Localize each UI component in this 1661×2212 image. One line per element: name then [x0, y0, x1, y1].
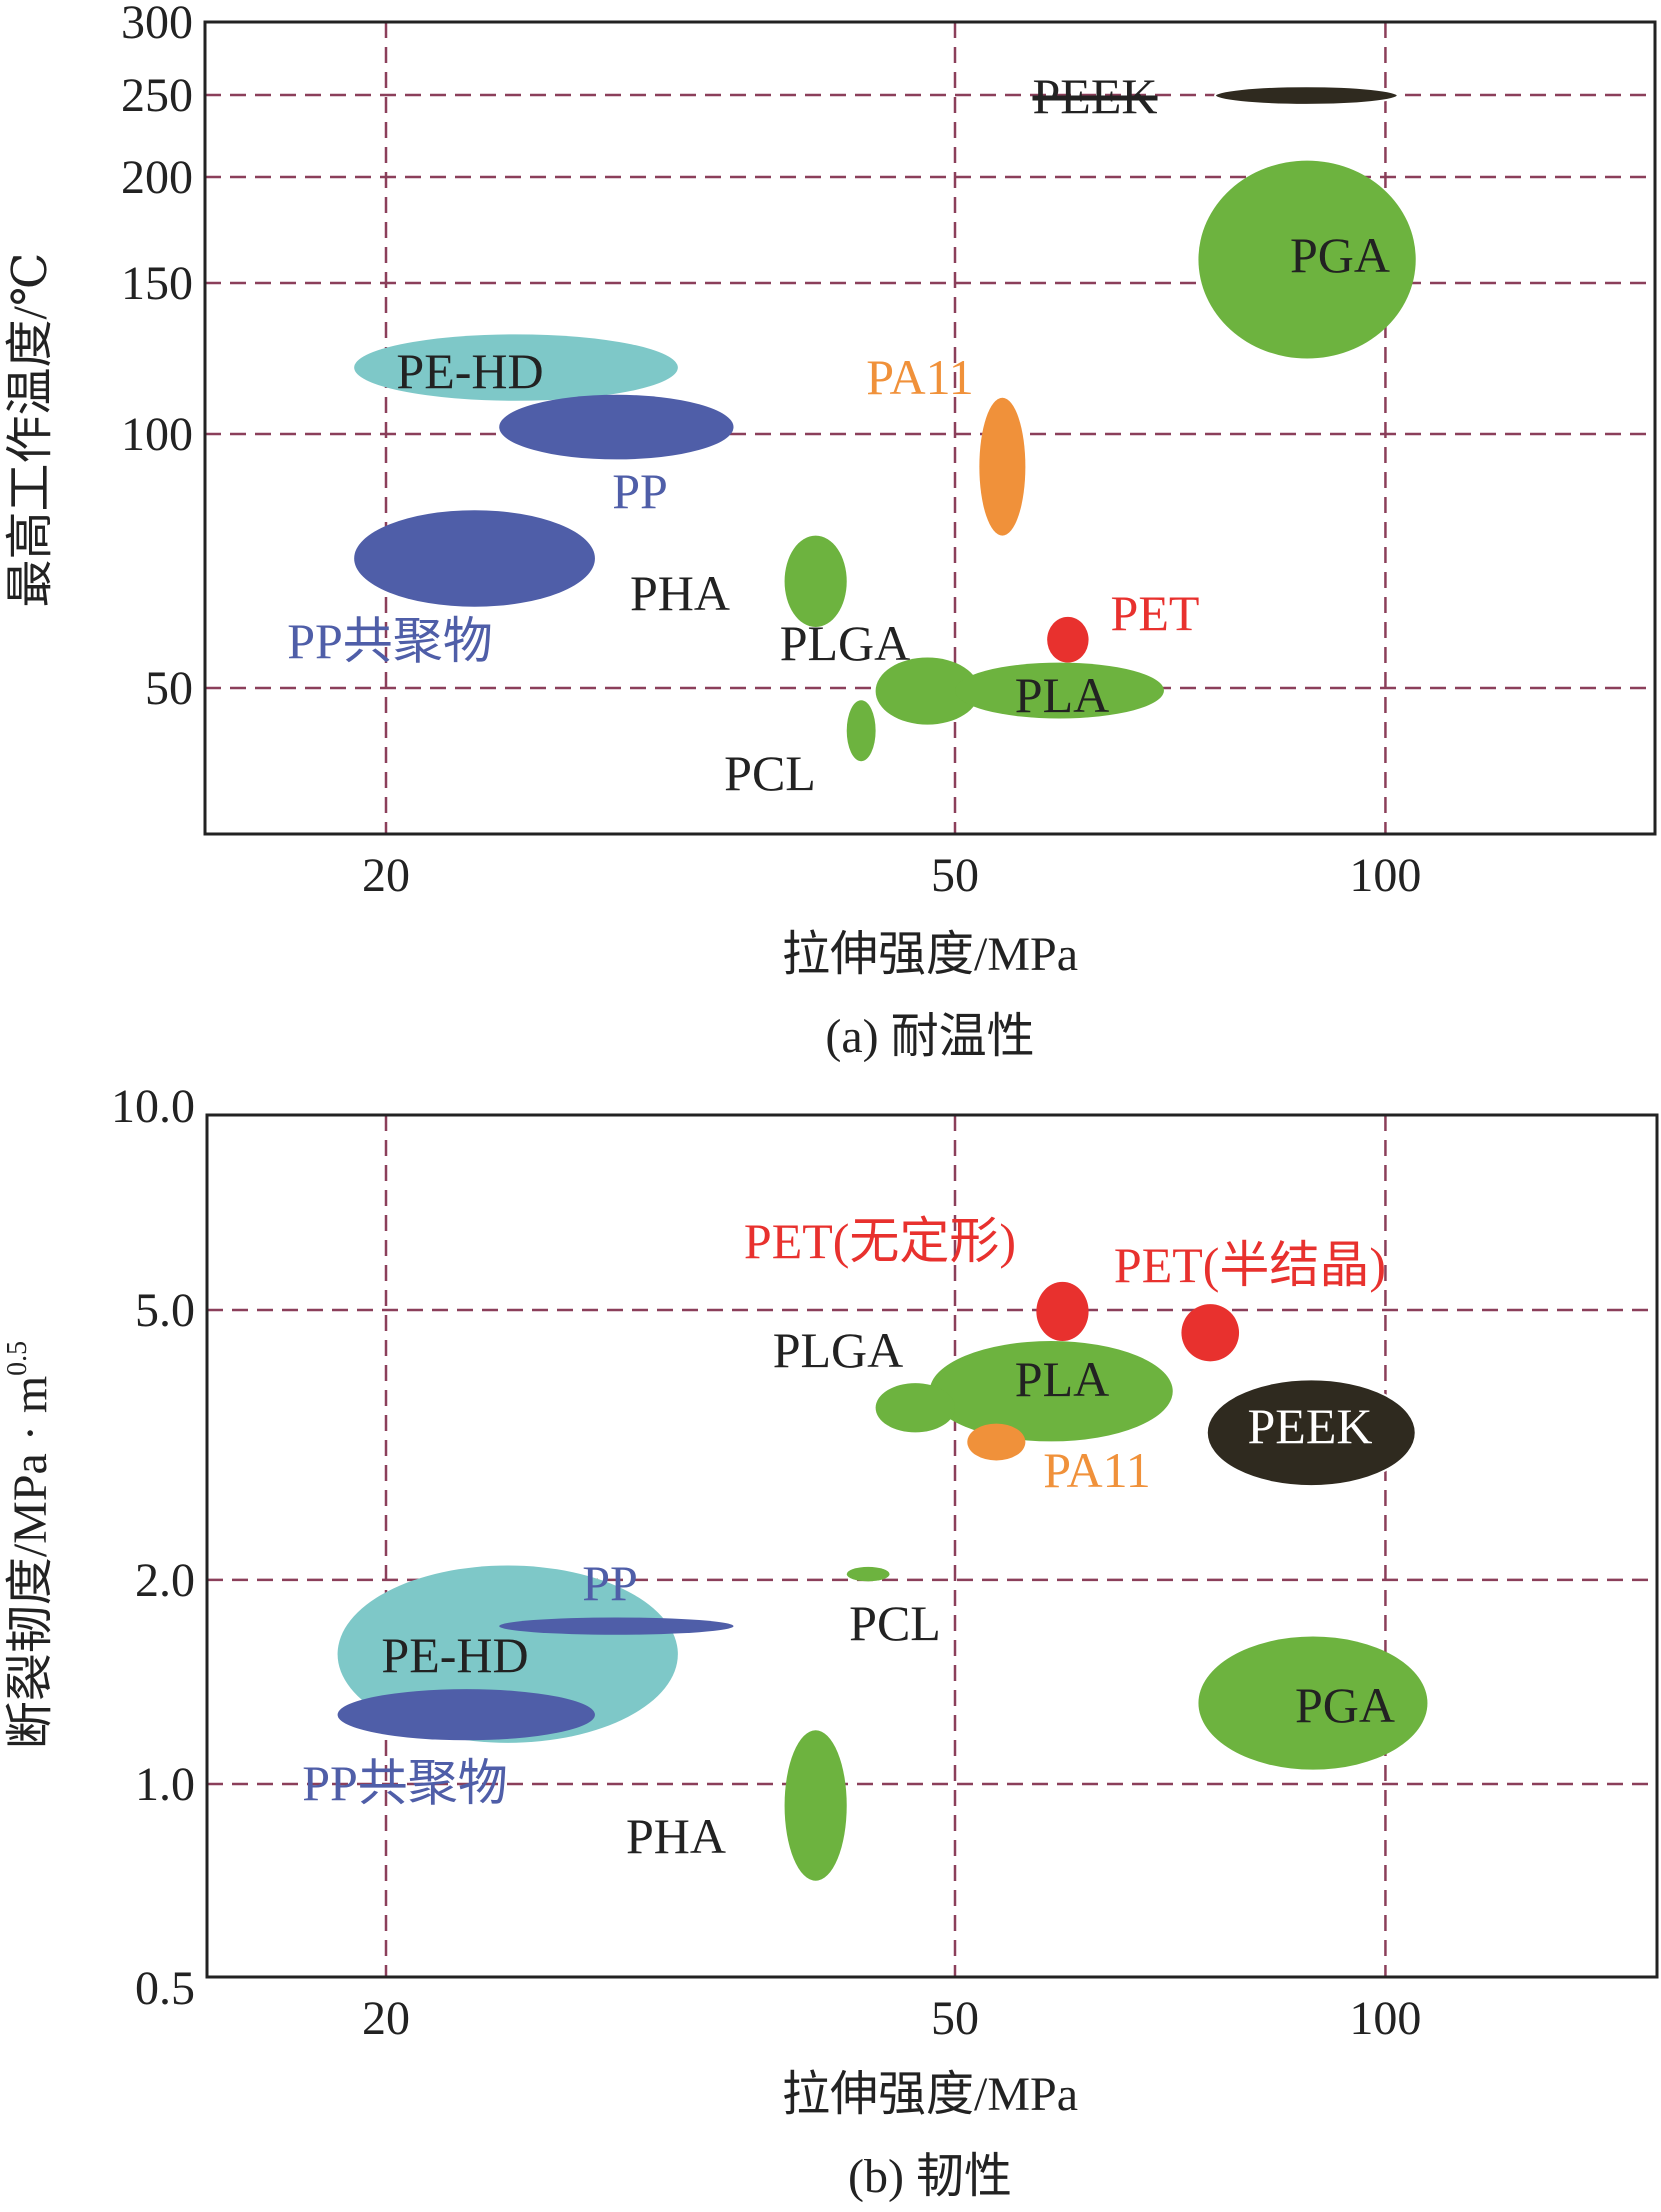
- region-label-pe-hd: PE-HD: [381, 1627, 528, 1683]
- svg-text:断裂韧度/MPa · m0.5: 断裂韧度/MPa · m0.5: [2, 1341, 57, 1749]
- region-label-pet无定形: PET(无定形): [744, 1213, 1016, 1269]
- y-tick-label: 100: [121, 408, 193, 461]
- region-label-plga: PLGA: [780, 615, 911, 671]
- region-label-pga: PGA: [1295, 1677, 1395, 1733]
- region-plga: [875, 657, 980, 725]
- region-peek: [1205, 1378, 1417, 1488]
- y-tick-label: 5.0: [135, 1284, 195, 1337]
- region-label-peek: PEEK: [1033, 68, 1158, 124]
- region-pha: [784, 1730, 847, 1881]
- region-pa11: [967, 1423, 1026, 1461]
- x-tick-label: 20: [362, 849, 410, 902]
- x-tick-label: 100: [1349, 1992, 1421, 2045]
- region-label-pcl: PCL: [724, 745, 816, 801]
- panel-a-heat-resistance: 300 250 200 150 100 50 20 50 100 PEEK PGA PE-HD PP…: [4, 0, 1657, 1063]
- region-pet: [1047, 616, 1089, 663]
- panel-b-x-tick-labels: 20 50 100: [362, 1992, 1421, 2045]
- panel-b-gridlines: [207, 1115, 1657, 1977]
- region-pcl: [846, 700, 876, 762]
- region-pa11: [979, 397, 1026, 536]
- region-label-pa11: PA11: [866, 349, 973, 405]
- region-label-peek: PEEK: [1248, 1398, 1373, 1454]
- region-label-pe-hd: PE-HD: [396, 343, 543, 399]
- panel-b-y-tick-labels: 10.0 5.0 2.0 1.0 0.5: [111, 1080, 195, 2015]
- x-tick-label: 100: [1349, 849, 1421, 902]
- panel-b-regions: [337, 1281, 1428, 1881]
- region-label-pla: PLA: [1015, 667, 1109, 723]
- panel-a-y-tick-labels: 300 250 200 150 100 50: [121, 0, 193, 715]
- panel-b-caption: (b) 韧性: [848, 2150, 1012, 2203]
- region-pcl: [846, 1566, 890, 1582]
- y-tick-label: 200: [121, 151, 193, 204]
- region-plga: [875, 1383, 955, 1433]
- region-label-plga: PLGA: [773, 1322, 904, 1378]
- region-pp共聚物: [337, 1689, 595, 1741]
- region-pp: [499, 1617, 734, 1635]
- x-tick-label: 50: [931, 1992, 979, 2045]
- panel-b-x-axis-label: 拉伸强度/MPa: [782, 2068, 1078, 2121]
- region-label-pcl: PCL: [849, 1595, 941, 1651]
- region-label-pp: PP: [612, 463, 668, 519]
- region-pha: [784, 535, 847, 628]
- panel-b-toughness: 10.0 5.0 2.0 1.0 0.5 20 50 100 PET(无定形) PET(半结晶…: [2, 1080, 1659, 2203]
- y-tick-label: 1.0: [135, 1758, 195, 1811]
- region-label-pa11: PA11: [1043, 1442, 1150, 1498]
- x-tick-label: 20: [362, 1992, 410, 2045]
- region-pet半结晶: [1181, 1304, 1240, 1362]
- region-label-pp共聚物: PP共聚物: [287, 613, 493, 669]
- y-tick-label: 250: [121, 69, 193, 122]
- region-label-pet半结晶: PET(半结晶): [1114, 1237, 1386, 1293]
- panel-b-y-axis-label: 断裂韧度/MPa · m: [4, 1376, 57, 1749]
- region-peek: [1214, 85, 1399, 106]
- y-tick-label: 10.0: [111, 1080, 195, 1133]
- panel-a-gridlines: [205, 22, 1655, 834]
- panel-a-plot-frame: [203, 20, 1657, 836]
- x-tick-label: 50: [931, 849, 979, 902]
- region-pga: [1198, 1636, 1428, 1770]
- y-tick-label: 300: [121, 0, 193, 49]
- y-tick-label: 2.0: [135, 1554, 195, 1607]
- panel-a-x-axis-label: 拉伸强度/MPa: [782, 928, 1078, 981]
- region-label-pla: PLA: [1015, 1351, 1109, 1407]
- panel-a-regions: [354, 85, 1416, 762]
- y-tick-label: 0.5: [135, 1962, 195, 2015]
- panel-b-plot-frame: [205, 1113, 1659, 1979]
- region-label-pga: PGA: [1290, 227, 1390, 283]
- region-pe-hd: [354, 334, 678, 401]
- panel-b-region-labels: PET(无定形) PET(半结晶) PLA PLGA PA11 PEEK PE-HD PP PP…: [302, 1213, 1395, 1864]
- y-tick-label: 50: [145, 662, 193, 715]
- region-pet无定形: [1036, 1281, 1089, 1342]
- region-pp: [499, 394, 734, 460]
- region-label-pp: PP: [582, 1555, 638, 1611]
- region-label-pp共聚物: PP共聚物: [302, 1755, 508, 1811]
- y-tick-label: 150: [121, 257, 193, 310]
- panel-a-caption: (a) 耐温性: [825, 1010, 1034, 1063]
- region-pga: [1198, 160, 1416, 359]
- region-label-pet: PET: [1111, 585, 1200, 641]
- panel-a-region-labels: PEEK PGA PE-HD PP PA11 PP共聚物 PHA PET PLGA PLA PCL: [287, 68, 1390, 801]
- region-label-pha: PHA: [630, 565, 730, 621]
- panel-a-y-axis-label: 最高工作温度/℃: [4, 252, 57, 607]
- region-pla: [929, 1341, 1173, 1442]
- region-pla: [955, 662, 1164, 719]
- region-label-pha: PHA: [626, 1808, 726, 1864]
- region-pp共聚物: [354, 510, 595, 607]
- panel-a-x-tick-labels: 20 50 100: [362, 849, 1421, 902]
- panel-b-y-axis-label-exponent: 0.5: [2, 1341, 33, 1376]
